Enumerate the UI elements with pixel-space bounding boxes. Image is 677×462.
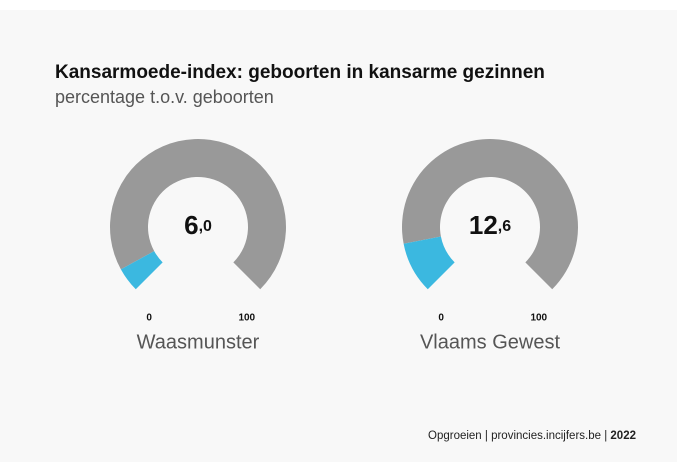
tick-label: 0 [146,313,152,324]
gauge-track [402,139,578,290]
value-label-int: 12 [469,210,498,240]
category-label: Waasmunster [137,331,260,353]
tick-label: 0 [438,313,444,324]
value-label-int: 6 [184,210,198,240]
value-label: 6,0 [184,210,212,240]
tick-label: 100 [530,313,547,324]
value-label: 12,6 [469,210,511,240]
gauge-track [110,139,286,290]
footer-source: Opgroeien | provincies.incijfers.be | [428,430,607,442]
gauge-value [120,251,163,290]
footer-year: 2022 [610,430,636,442]
value-label-dec: ,6 [498,218,511,235]
value-label-dec: ,0 [199,218,212,235]
chart-subtitle: percentage t.o.v. geboorten [55,87,274,107]
gauge-value [403,236,455,290]
chart-title: Kansarmoede-index: geboorten in kansarme… [55,62,545,83]
footer: Opgroeien | provincies.incijfers.be | 20… [428,430,636,442]
tick-label: 100 [238,313,255,324]
category-label: Vlaams Gewest [420,331,560,353]
